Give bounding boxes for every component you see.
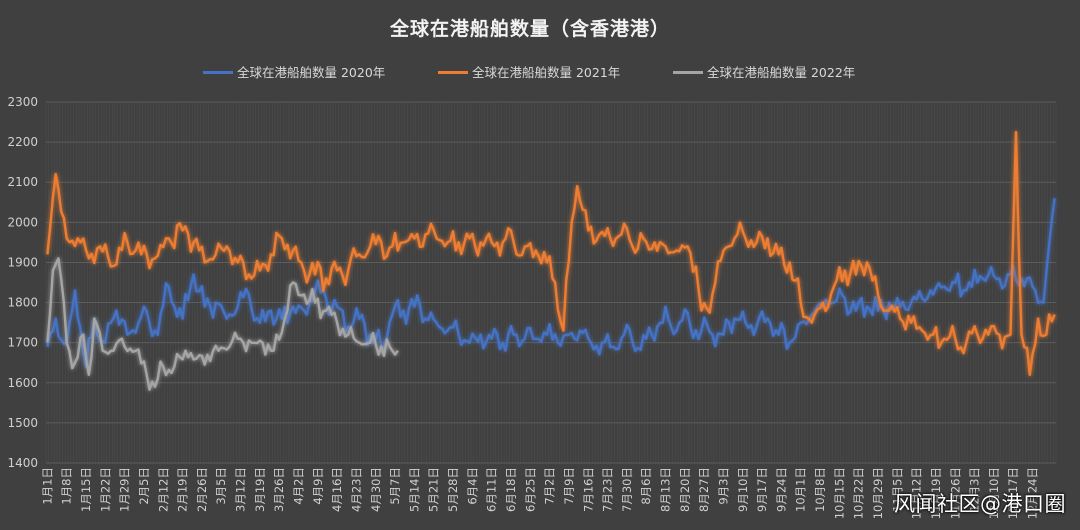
chart-title: 全球在港船舶数量（含香港港）: [389, 18, 670, 40]
x-tick-label: 5月21日: [427, 467, 441, 512]
y-tick-label: 2200: [7, 135, 38, 149]
x-tick-label: 9月3日: [716, 467, 730, 505]
x-tick-label: 5月7日: [388, 467, 402, 505]
legend-item-2020: 全球在港船舶数量 2020年: [203, 62, 385, 81]
y-tick-label: 1900: [7, 255, 38, 269]
x-tick-label: 12月24日: [1026, 467, 1040, 519]
y-tick-label: 1700: [7, 336, 38, 350]
y-tick-label: 1600: [7, 376, 38, 390]
series-line-2022: [46, 257, 399, 391]
x-tick-label: 3月12日: [234, 467, 248, 512]
y-tick-label: 1400: [7, 456, 38, 470]
x-tick-label: 9月17日: [755, 467, 769, 512]
x-tick-label: 8月6日: [639, 467, 653, 505]
x-tick-label: 7月30日: [620, 467, 634, 512]
x-tick-label: 2月19日: [176, 467, 190, 512]
x-tick-label: 5月14日: [407, 467, 421, 512]
x-tick-label: 10月29日: [871, 467, 885, 519]
x-tick-label: 7月9日: [562, 467, 576, 505]
x-tick-label: 12月10日: [987, 467, 1001, 519]
x-tick-label: 1月29日: [118, 467, 132, 512]
x-tick-label: 4月30日: [369, 467, 383, 512]
x-tick-label: 4月2日: [292, 467, 306, 505]
x-tick-label: 1月1日: [40, 467, 54, 505]
x-tick-label: 8月27日: [697, 467, 711, 512]
legend-label-2020: 全球在港船舶数量 2020年: [237, 65, 386, 80]
x-tick-label: 10月1日: [794, 467, 808, 512]
legend-label-2022: 全球在港船舶数量 2022年: [707, 65, 856, 80]
x-tick-label: 2月5日: [137, 467, 151, 505]
y-tick-label: 2100: [7, 175, 38, 189]
y-tick-label: 1800: [7, 296, 38, 310]
x-tick-label: 4月23日: [349, 467, 363, 512]
x-tick-label: 6月25日: [523, 467, 537, 512]
x-tick-label: 11月19日: [929, 467, 943, 519]
x-tick-label: 4月16日: [330, 467, 344, 512]
x-tick-label: 11月12日: [910, 467, 924, 519]
x-tick-label: 2月26日: [195, 467, 209, 512]
x-tick-label: 7月16日: [581, 467, 595, 512]
x-tick-label: 5月28日: [446, 467, 460, 512]
x-tick-label: 7月2日: [543, 467, 557, 505]
x-tick-label: 2月12日: [156, 467, 170, 512]
x-tick-label: 12月3日: [968, 467, 982, 512]
y-tick-label: 2300: [7, 95, 38, 109]
x-tick-label: 12月17日: [1006, 467, 1020, 519]
x-tick-label: 4月9日: [311, 467, 325, 505]
x-tick-label: 10月15日: [832, 467, 846, 519]
x-tick-label: 7月23日: [601, 467, 615, 512]
x-tick-label: 8月20日: [678, 467, 692, 512]
x-tick-label: 11月5日: [890, 467, 904, 512]
x-tick-label: 10月22日: [852, 467, 866, 519]
legend-item-2022: 全球在港船舶数量 2022年: [673, 62, 855, 81]
legend-item-2021: 全球在港船舶数量 2021年: [438, 62, 620, 81]
x-tick-label: 6月18日: [504, 467, 518, 512]
x-tick-label: 10月8日: [813, 467, 827, 512]
x-tick-label: 1月22日: [98, 467, 112, 512]
x-tick-label: 9月10日: [736, 467, 750, 512]
y-tick-label: 1500: [7, 416, 38, 430]
x-tick-label: 9月24日: [774, 467, 788, 512]
y-tick-label: 2000: [7, 215, 38, 229]
x-tick-label: 3月26日: [272, 467, 286, 512]
x-tick-label: 3月19日: [253, 467, 267, 512]
x-tick-label: 3月5日: [214, 467, 228, 505]
chart-legend: 全球在港船舶数量 2020年 全球在港船舶数量 2021年 全球在港船舶数量 2…: [0, 62, 1080, 80]
legend-label-2021: 全球在港船舶数量 2021年: [472, 65, 621, 80]
series-line-2020: [46, 198, 1056, 368]
x-tick-label: 6月4日: [465, 467, 479, 505]
legend-swatch-2020: [203, 70, 233, 74]
series-line-2021: [46, 130, 1056, 376]
x-tick-label: 11月26日: [948, 467, 962, 519]
x-tick-label: 1月8日: [60, 467, 74, 505]
x-tick-label: 8月13日: [659, 467, 673, 512]
x-tick-label: 1月15日: [79, 467, 93, 512]
legend-swatch-2021: [438, 70, 468, 74]
x-tick-label: 6月11日: [485, 467, 499, 512]
watermark-text: 风闻社区@港口圈: [894, 492, 1066, 516]
legend-swatch-2022: [673, 70, 703, 74]
